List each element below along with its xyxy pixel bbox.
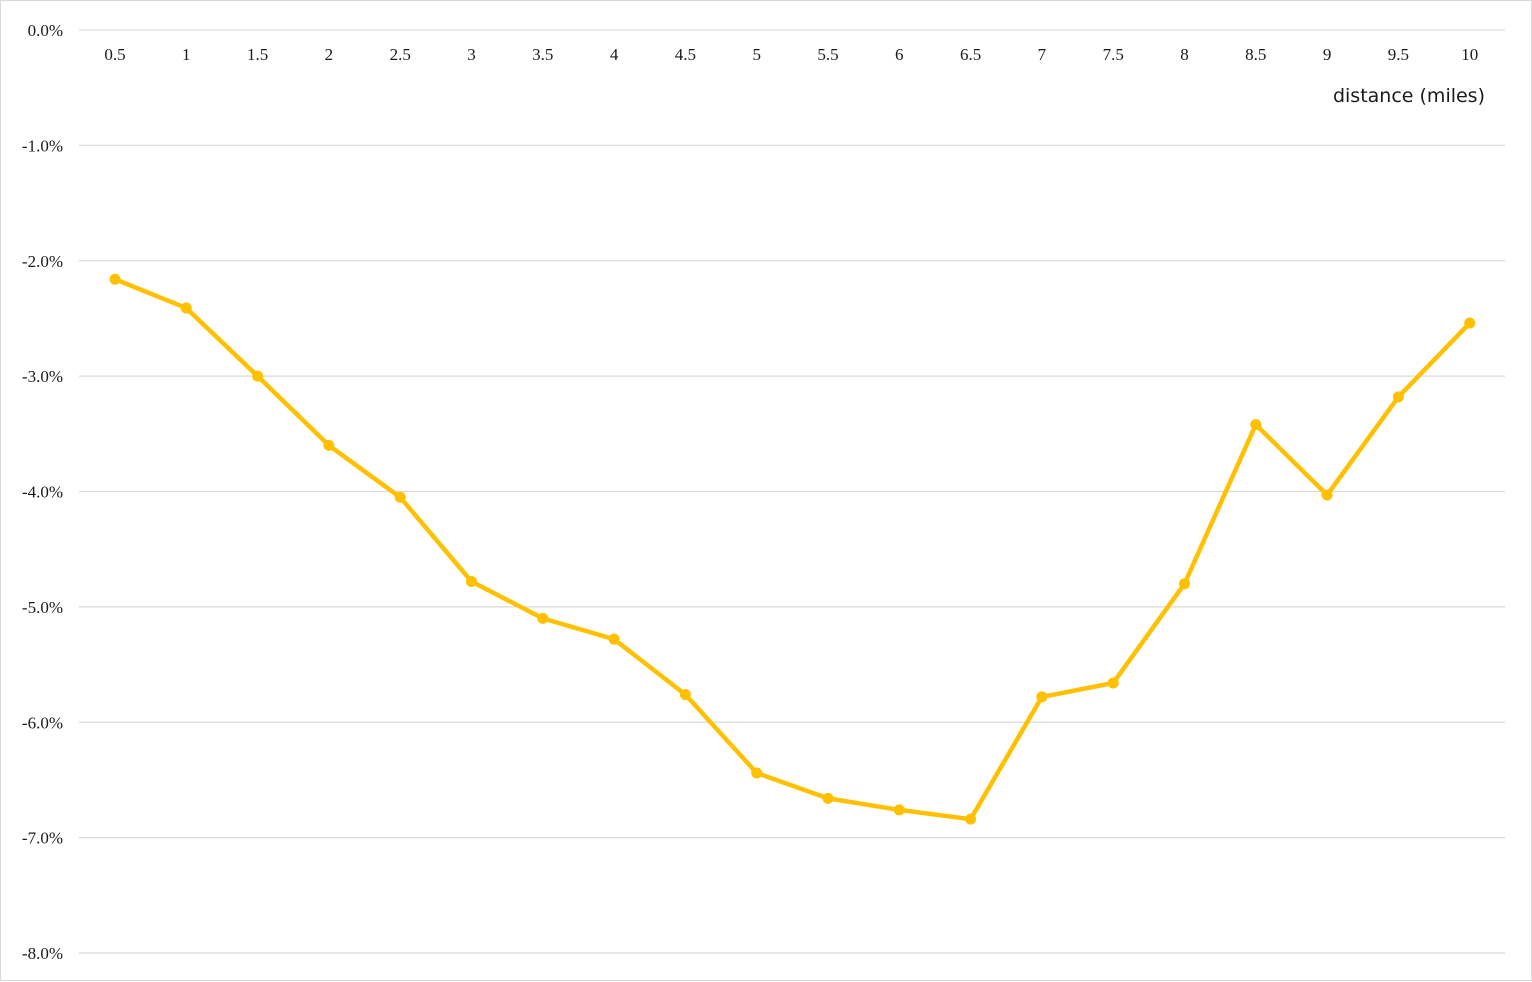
y-axis-tick-labels: 0.0% -1.0% -2.0% -3.0% -4.0% -5.0% -6.0% -7.0% -…: [22, 21, 63, 963]
y-tick-label: -1.0%: [22, 136, 63, 155]
x-tick-label: 4.5: [675, 45, 696, 64]
data-point: [537, 612, 549, 624]
x-axis-tick-labels: 0.5 1 1.5 2 2.5 3 3.5 4 4.5 5 5.5 6 6.5 7 7.5 8 8.5 9 9.5 1…: [104, 45, 1478, 64]
data-point: [109, 273, 121, 285]
y-tick-label: -3.0%: [22, 367, 63, 386]
x-tick-label: 4: [610, 45, 619, 64]
x-tick-label: 1.5: [247, 45, 268, 64]
data-point: [1036, 691, 1048, 703]
series-line: [112, 276, 1472, 822]
series-layer: [109, 273, 1476, 825]
x-tick-label: 3.5: [532, 45, 553, 64]
data-point: [1392, 391, 1404, 403]
x-tick-label: 5: [752, 45, 761, 64]
gridlines: [79, 29, 1505, 954]
data-point: [466, 575, 477, 587]
x-tick-label: 0.5: [104, 45, 125, 64]
x-tick-label: 5.5: [817, 45, 838, 64]
data-point: [751, 767, 763, 779]
data-point: [1107, 677, 1119, 689]
data-point: [1464, 317, 1476, 329]
y-tick-label: -6.0%: [22, 713, 63, 732]
y-tick-label: -7.0%: [22, 829, 63, 848]
data-point: [252, 370, 264, 382]
x-tick-label: 6.5: [960, 45, 981, 64]
data-point: [608, 633, 620, 645]
data-point: [679, 689, 691, 701]
y-tick-label: -8.0%: [22, 944, 63, 963]
x-tick-label: 2.5: [390, 45, 411, 64]
x-tick-label: 8: [1180, 45, 1189, 64]
x-axis-label: distance (miles): [1333, 85, 1485, 107]
data-point: [1250, 419, 1262, 431]
x-tick-label: 3: [467, 45, 476, 64]
data-point: [893, 804, 905, 816]
data-point: [1179, 578, 1190, 590]
x-tick-label: 1: [182, 45, 191, 64]
data-point: [1321, 489, 1333, 501]
y-tick-label: -4.0%: [22, 483, 63, 502]
data-point: [180, 302, 192, 314]
x-tick-label: 9: [1323, 45, 1332, 64]
x-tick-label: 9.5: [1388, 45, 1409, 64]
x-tick-label: 7: [1038, 45, 1047, 64]
data-point: [822, 792, 834, 804]
data-point: [965, 813, 977, 825]
x-tick-label: 6: [895, 45, 904, 64]
x-tick-label: 7.5: [1103, 45, 1124, 64]
data-point: [394, 491, 406, 503]
x-tick-label: 8.5: [1245, 45, 1266, 64]
y-tick-label: -2.0%: [22, 252, 63, 271]
y-tick-label: -5.0%: [22, 598, 63, 617]
x-tick-label: 10: [1461, 45, 1478, 64]
x-tick-label: 2: [325, 45, 334, 64]
data-point: [323, 439, 335, 451]
y-tick-label: 0.0%: [28, 21, 63, 40]
